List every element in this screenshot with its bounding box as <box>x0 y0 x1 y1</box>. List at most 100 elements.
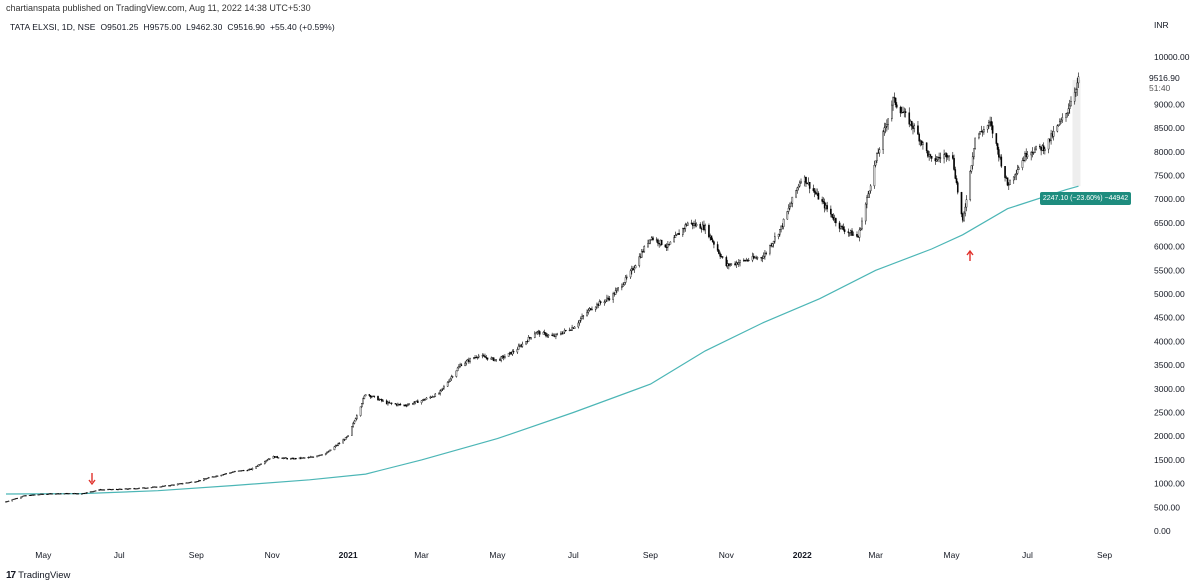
candle-body <box>517 345 520 350</box>
candle <box>867 191 869 198</box>
candle <box>652 235 654 242</box>
candle <box>412 402 414 405</box>
candle-body <box>659 239 662 245</box>
candle-body <box>1040 146 1042 151</box>
candle <box>231 471 234 473</box>
candle <box>319 454 322 456</box>
candle <box>825 202 827 211</box>
candle-body <box>668 243 670 245</box>
candle-body <box>54 493 57 495</box>
candle-body <box>429 396 432 399</box>
candle <box>108 488 111 490</box>
candle-body <box>1031 152 1034 154</box>
candle-body <box>835 218 837 224</box>
candle <box>239 470 241 472</box>
candle-body <box>336 445 338 447</box>
candle <box>58 493 61 495</box>
candle-body <box>100 489 103 491</box>
candle-body <box>415 400 418 402</box>
candle-body <box>378 399 381 401</box>
candle-body <box>68 493 71 495</box>
candle-body <box>565 329 567 331</box>
candle-body <box>774 236 776 242</box>
candle-body <box>504 356 506 358</box>
candle <box>1051 130 1054 139</box>
candle <box>974 137 976 150</box>
candle <box>448 379 450 383</box>
candle-body <box>956 182 959 193</box>
candle-body <box>319 454 322 456</box>
candle <box>525 341 527 346</box>
candle-body <box>481 355 484 357</box>
candle <box>726 259 729 269</box>
candle <box>533 331 536 339</box>
y-tick-label: 1500.00 <box>1154 455 1185 465</box>
candle <box>760 256 762 262</box>
candle-body <box>594 306 597 310</box>
candle <box>978 132 980 140</box>
y-tick-label: 3500.00 <box>1154 360 1185 370</box>
candle-body <box>821 199 823 202</box>
candle <box>256 465 259 468</box>
candle <box>342 438 344 444</box>
candle <box>127 488 129 490</box>
candle-body <box>1030 152 1032 156</box>
candle <box>312 456 315 458</box>
candle <box>382 399 384 403</box>
candle-body <box>979 131 981 135</box>
candle-body <box>842 226 845 230</box>
candle <box>703 220 705 232</box>
candle-body <box>978 133 980 139</box>
candle-body <box>468 359 470 362</box>
candle-body <box>974 137 976 149</box>
candle <box>133 487 135 490</box>
candle-body <box>582 315 585 317</box>
candle <box>547 334 550 338</box>
candle-body <box>902 112 904 114</box>
candle-body <box>40 493 42 495</box>
candle <box>246 469 249 472</box>
candle-body <box>913 125 916 129</box>
candle-body <box>1056 125 1059 132</box>
candle <box>1076 77 1079 96</box>
candle-body <box>249 468 251 470</box>
candle <box>780 225 782 233</box>
candle-body <box>203 478 205 481</box>
candle <box>291 457 293 459</box>
candle <box>604 299 607 304</box>
candle-body <box>1022 160 1025 162</box>
candle <box>64 493 67 495</box>
candle <box>742 258 745 262</box>
candle <box>359 406 362 417</box>
candle <box>257 464 260 467</box>
candle-body <box>257 464 260 467</box>
candle-body <box>857 236 860 238</box>
candle-body <box>664 244 667 248</box>
candle <box>1012 176 1015 184</box>
y-tick-label: 4500.00 <box>1154 313 1185 323</box>
candle-body <box>382 400 384 402</box>
candle <box>317 455 320 457</box>
candle-body <box>927 150 929 157</box>
candle-body <box>380 399 383 401</box>
candle-body <box>469 358 471 362</box>
candle <box>128 488 130 490</box>
candle-body <box>63 493 66 495</box>
candle-body <box>237 470 240 472</box>
candle <box>909 119 912 127</box>
candle-body <box>1075 89 1077 93</box>
candle-body <box>1039 145 1041 148</box>
candle <box>1034 146 1036 153</box>
candle <box>327 451 330 453</box>
candle-body <box>579 318 582 321</box>
y-tick-label: 3000.00 <box>1154 384 1185 394</box>
candle <box>535 332 537 335</box>
candle-body <box>1068 105 1071 109</box>
candle-body <box>553 335 556 337</box>
candle <box>275 456 277 458</box>
candle <box>118 488 121 490</box>
candle-body <box>930 156 933 159</box>
candle-body <box>5 501 7 503</box>
candle <box>603 299 606 306</box>
